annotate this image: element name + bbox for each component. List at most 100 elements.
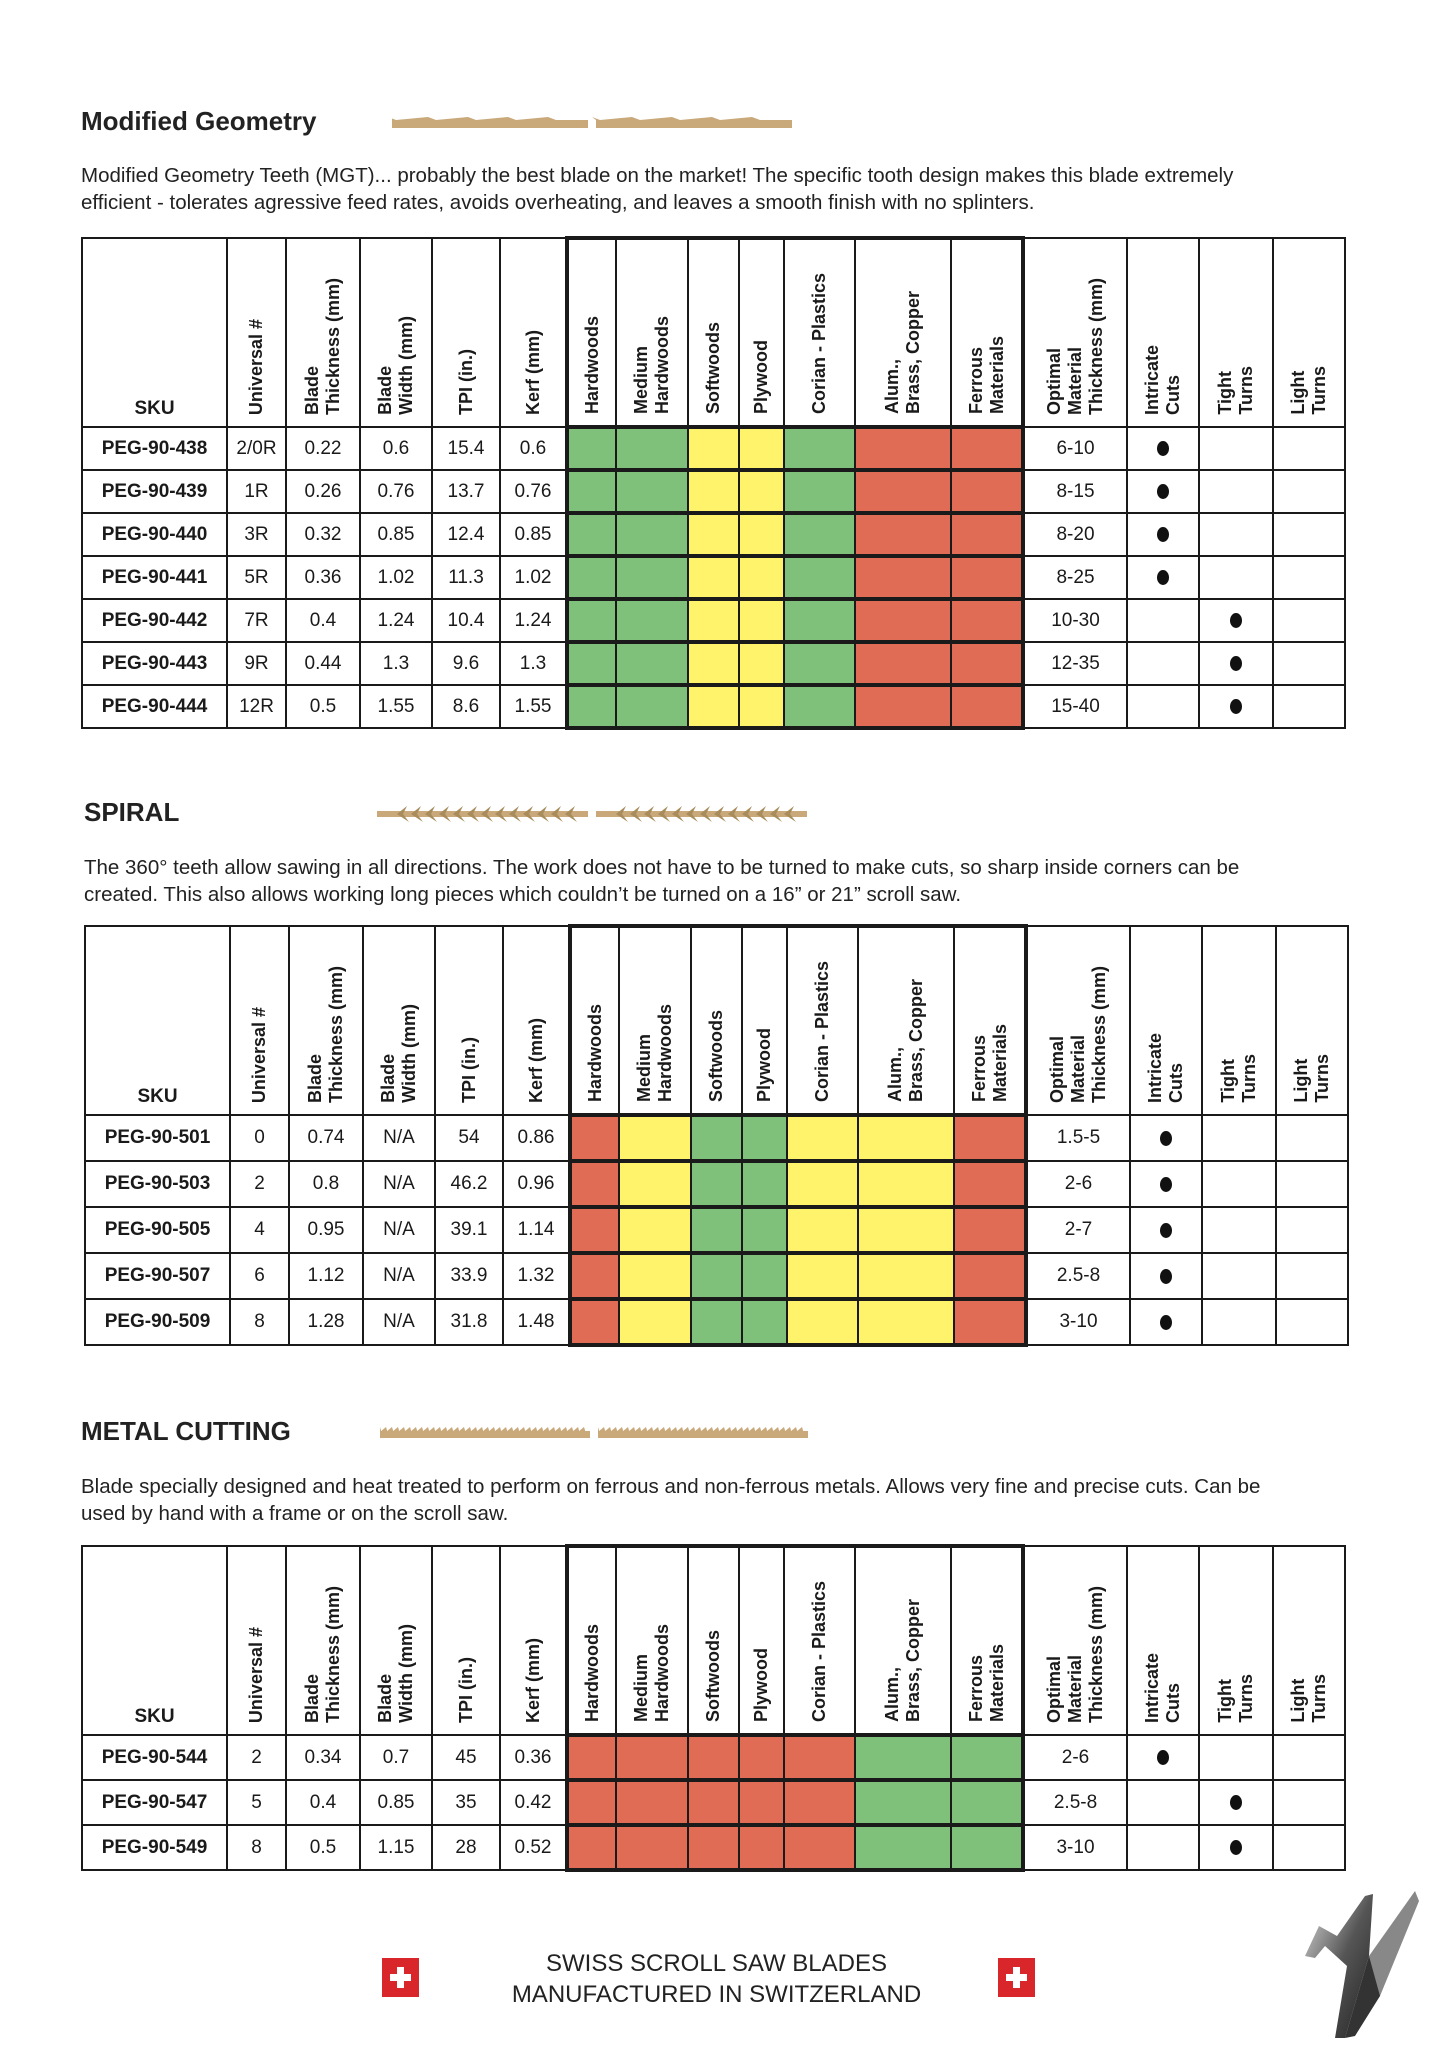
column-header: TPI (in.) (434, 925, 504, 1116)
column-header-label: Optimal Material Thickness (mm) (1044, 1585, 1106, 1723)
column-header: SKU (81, 1545, 228, 1736)
optimal-thickness-cell: 15-40 (1022, 684, 1128, 729)
column-header: Light Turns (1272, 237, 1346, 428)
tight-cell (1198, 1734, 1274, 1781)
light-cell (1272, 555, 1346, 600)
light-cell (1275, 1252, 1349, 1300)
material-suitability-cell (783, 468, 856, 515)
material-suitability-cell (783, 425, 856, 472)
width-cell: 0.85 (359, 512, 433, 557)
optimal-thickness-cell: 8-20 (1022, 512, 1128, 557)
material-suitability-cell (615, 425, 689, 472)
material-suitability-cell (854, 1733, 952, 1782)
footer-line-2: MANUFACTURED IN SWITZERLAND (511, 1981, 922, 2008)
column-header: Medium Hardwoods (618, 924, 692, 1117)
material-suitability-cell (854, 511, 952, 558)
thickness-cell: 0.44 (285, 641, 361, 686)
material-suitability-cell (615, 511, 689, 558)
column-header-label: Universal # (246, 1626, 266, 1723)
optimal-thickness-cell: 2.5-8 (1022, 1779, 1128, 1826)
material-suitability-cell (615, 1778, 689, 1827)
column-header: Corian - Plastics (783, 1544, 856, 1737)
material-suitability-cell (953, 1159, 1028, 1209)
thickness-cell: 0.22 (285, 426, 361, 471)
width-cell: N/A (362, 1298, 436, 1346)
column-header-label: Medium Hardwoods (631, 315, 672, 414)
optimal-thickness-cell: 10-30 (1022, 598, 1128, 643)
column-header: Kerf (mm) (499, 1545, 568, 1736)
column-header: Light Turns (1272, 1545, 1346, 1736)
footer-line-1: SWISS SCROLL SAW BLADES (546, 1950, 887, 1977)
sku-cell: PEG-90-544 (81, 1734, 228, 1781)
column-header-label: Plywood (754, 1027, 774, 1102)
universal-cell: 9R (226, 641, 287, 686)
column-header: Universal # (226, 1545, 287, 1736)
column-header-label: Blade Thickness (mm) (305, 965, 346, 1103)
column-header-label: Ferrous Materials (965, 1643, 1007, 1722)
light-cell (1272, 641, 1346, 686)
bullet-icon (1157, 484, 1169, 499)
tight-cell (1198, 1824, 1274, 1871)
bullet-icon (1230, 699, 1242, 714)
column-header-label: Medium Hardwoods (634, 1003, 675, 1102)
material-suitability-cell (565, 511, 617, 558)
column-header: Light Turns (1275, 925, 1349, 1116)
bullet-icon (1160, 1314, 1172, 1330)
tight-cell (1198, 598, 1274, 643)
material-suitability-cell (615, 1733, 689, 1782)
material-suitability-cell (568, 1113, 620, 1163)
column-header: Blade Width (mm) (359, 1545, 433, 1736)
width-cell: 0.7 (359, 1734, 433, 1781)
pegas-horse-logo (1305, 1891, 1419, 2038)
optimal-thickness-cell: 12-35 (1022, 641, 1128, 686)
column-header: Plywood (738, 236, 785, 429)
section-description: The 360° teeth allow sawing in all direc… (84, 854, 1374, 908)
column-header: Corian - Plastics (783, 236, 856, 429)
material-suitability-cell (857, 1159, 955, 1209)
material-suitability-cell (738, 1733, 785, 1782)
material-suitability-cell (950, 554, 1025, 601)
metal-cutting-blade-image (380, 1422, 808, 1445)
sku-cell: PEG-90-439 (81, 469, 228, 514)
material-suitability-cell (618, 1297, 692, 1347)
column-header-label: Optimal Material Thickness (mm) (1047, 965, 1109, 1103)
kerf-cell: 0.36 (499, 1734, 568, 1781)
light-cell (1272, 1734, 1346, 1781)
material-suitability-cell (854, 554, 952, 601)
column-header-label: Blade Width (mm) (378, 1004, 419, 1103)
column-header: Alum., Brass, Copper (857, 924, 955, 1117)
column-header-label: Tight Turns (1215, 366, 1256, 415)
thickness-cell: 0.95 (288, 1206, 364, 1254)
column-header: SKU (81, 237, 228, 428)
column-header-label: Intricate Cuts (1145, 1032, 1186, 1103)
optimal-thickness-cell: 3-10 (1025, 1298, 1131, 1346)
material-suitability-cell (615, 468, 689, 515)
material-suitability-cell (615, 597, 689, 644)
width-cell: 0.85 (359, 1779, 433, 1826)
width-cell: N/A (362, 1114, 436, 1162)
column-header: Alum., Brass, Copper (854, 1544, 952, 1737)
material-suitability-cell (738, 1778, 785, 1827)
column-header-label: Kerf (mm) (525, 1017, 546, 1103)
column-header: Optimal Material Thickness (mm) (1022, 237, 1128, 428)
intricate-cell (1129, 1206, 1203, 1254)
material-suitability-cell (741, 1251, 788, 1301)
universal-cell: 3R (226, 512, 287, 557)
material-suitability-cell (565, 554, 617, 601)
column-header-label: Universal # (246, 318, 266, 415)
optimal-thickness-cell: 1.5-5 (1025, 1114, 1131, 1162)
kerf-cell: 0.86 (502, 1114, 571, 1162)
column-header: Ferrous Materials (950, 236, 1025, 429)
column-header-label: Light Turns (1288, 1674, 1329, 1723)
column-header: Intricate Cuts (1126, 237, 1200, 428)
tight-cell (1198, 641, 1274, 686)
column-header: Softwoods (690, 924, 743, 1117)
material-suitability-cell (565, 640, 617, 687)
kerf-cell: 1.14 (502, 1206, 571, 1254)
width-cell: 0.76 (359, 469, 433, 514)
light-cell (1272, 1824, 1346, 1871)
spec-table: SKU Universal # Blade Thickness (mm) Blade … (81, 236, 1346, 730)
universal-cell: 4 (229, 1206, 290, 1254)
tight-cell (1198, 1779, 1274, 1826)
column-header-label: Blade Thickness (mm) (302, 1585, 343, 1723)
